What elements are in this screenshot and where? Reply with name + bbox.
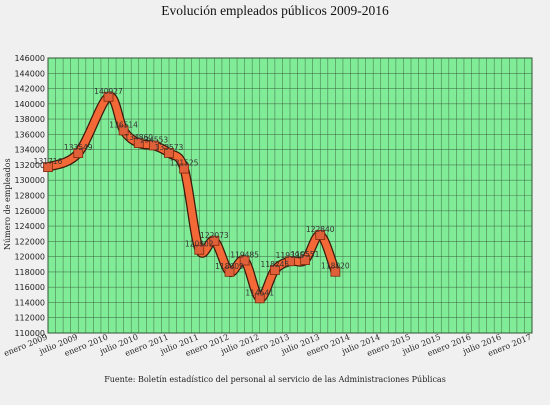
y-tick-label: 140000: [14, 100, 45, 109]
y-tick-label: 130000: [14, 176, 45, 185]
data-point: [179, 163, 190, 174]
source-note: Fuente: Boletín estadístico del personal…: [104, 375, 446, 384]
y-tick-label: 118000: [14, 268, 45, 277]
data-label: 136514: [109, 120, 138, 129]
data-label: 122840: [306, 225, 335, 234]
y-tick-label: 146000: [14, 54, 45, 63]
y-tick-label: 136000: [14, 130, 45, 139]
y-tick-label: 112000: [14, 314, 45, 323]
data-label: 122073: [200, 231, 229, 240]
data-point: [209, 235, 220, 246]
data-point: [330, 266, 341, 277]
chart-title: Evolución empleados públicos 2009-2016: [161, 3, 389, 18]
data-label: 131525: [170, 159, 199, 168]
y-axis-label: Número de empleados: [3, 158, 12, 250]
y-tick-label: 126000: [14, 207, 45, 216]
data-label: 140927: [94, 87, 123, 96]
data-point: [73, 148, 84, 159]
data-label: 118009: [215, 262, 244, 271]
grid: [47, 57, 533, 334]
data-label: 131716: [34, 157, 63, 166]
y-tick-label: 110000: [14, 329, 45, 338]
y-tick-label: 144000: [14, 69, 45, 78]
y-tick-label: 122000: [14, 237, 45, 246]
data-label: 118020: [321, 262, 350, 271]
data-label: 120902: [185, 240, 214, 249]
data-point: [194, 244, 205, 255]
data-point: [239, 255, 250, 266]
y-axis: 110000 112000 114000 116000 118000 120000 1220…: [14, 54, 45, 338]
data-label: 133549: [64, 143, 93, 152]
data-point: [43, 162, 53, 173]
data-label: 134860: [124, 133, 153, 142]
data-label: 119395: [276, 251, 305, 260]
data-point: [300, 255, 311, 265]
y-tick-label: 142000: [14, 85, 45, 94]
data-label: 134553: [140, 135, 169, 144]
y-tick-label: 134000: [14, 146, 45, 155]
y-tick-label: 132000: [14, 161, 45, 170]
y-tick-label: 116000: [14, 283, 45, 292]
y-tick-label: 124000: [14, 222, 45, 231]
y-tick-label: 138000: [14, 115, 45, 124]
data-label: 119551: [291, 250, 320, 259]
data-point: [103, 91, 114, 102]
data-point: [285, 256, 295, 267]
data-label: 133573: [155, 143, 184, 152]
data-label: 114541: [245, 288, 274, 297]
y-tick-label: 114000: [14, 298, 45, 307]
y-tick-label: 120000: [14, 253, 45, 262]
data-label: 118245: [261, 260, 290, 269]
data-point: [164, 148, 174, 158]
data-label: 119485: [230, 251, 259, 260]
data-point: [315, 230, 326, 240]
data-point: [269, 265, 280, 275]
data-point: [148, 140, 159, 151]
y-tick-label: 128000: [14, 192, 45, 201]
data-point: [224, 266, 235, 277]
markers: [43, 91, 341, 304]
data-point: [133, 138, 144, 148]
data-point: [118, 125, 129, 136]
data-point: [254, 293, 265, 304]
